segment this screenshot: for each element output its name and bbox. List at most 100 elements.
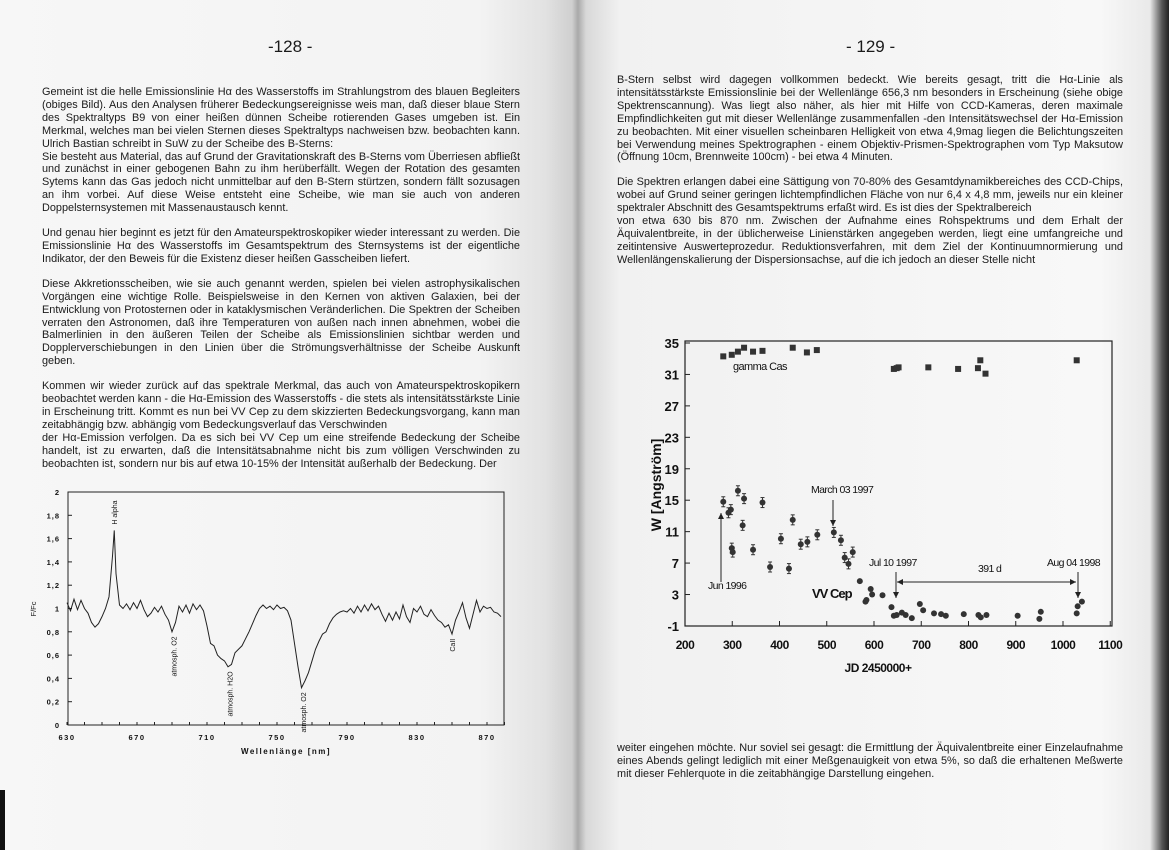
gamma-cas-point [982, 370, 989, 377]
vv-cep-point [1078, 598, 1085, 605]
gamma-cas-point [734, 348, 741, 355]
text-block: Diese Akkretionsscheiben, wie sie auch g… [42, 277, 520, 368]
y-tick-label: 0,4 [47, 674, 60, 683]
x-axis-label: JD 2450000+ [845, 661, 912, 675]
y-tick-label: 27 [665, 399, 679, 414]
right-page-text-bottom: weiter eingehen möchte. Nur soviel sei g… [617, 742, 1123, 793]
vv-cep-point [863, 597, 870, 604]
line-annotation: CaII [450, 639, 457, 652]
y-tick-label: 31 [665, 367, 679, 382]
line-annotation: atmosph. O2 [301, 692, 308, 732]
vv-cep-point [727, 506, 734, 513]
vv-cep-point [893, 611, 900, 618]
vv-cep-point [720, 498, 727, 505]
y-tick-label: -1 [667, 619, 679, 634]
x-axis-label: Wellenlänge [nm] [241, 747, 331, 756]
vv-cep-point [785, 565, 792, 572]
x-tick-label: 1000 [1051, 638, 1077, 652]
vv-cep-point [789, 516, 796, 523]
annotation-jul-1997: Jul 10 1997 [869, 557, 917, 569]
x-tick-label: 630 [58, 733, 75, 742]
vv-cep-point [845, 560, 852, 567]
x-tick-label: 870 [478, 733, 495, 742]
vv-cep-point [888, 604, 895, 611]
y-tick-label: 1,4 [47, 558, 60, 567]
y-tick-label: 19 [665, 462, 679, 477]
x-tick-label: 300 [723, 638, 742, 652]
annotation-jun-1996: Jun 1996 [708, 580, 747, 592]
vv-cep-point [977, 614, 984, 621]
left-page-text: Gemeint ist die helle Emissionslinie Hα … [42, 74, 520, 482]
vv-cep-point [1073, 610, 1080, 617]
vv-cep-point [879, 592, 886, 599]
x-tick-label: 900 [1006, 638, 1025, 652]
y-tick-label: 1 [55, 605, 60, 614]
vv-cep-point [741, 495, 748, 502]
x-tick-label: 830 [408, 733, 425, 742]
line-annotation: atmosph. H2O [228, 671, 235, 717]
text-block: Sie besteht aus Material, das auf Grund … [42, 150, 520, 215]
gamma-cas-point [759, 347, 766, 354]
x-tick-label: 1100 [1098, 638, 1123, 652]
arrow-aug-1998-head [1075, 592, 1081, 598]
paragraph: Diese Akkretionsscheiben, wie sie auch g… [42, 278, 520, 368]
gamma-cas-point [895, 364, 902, 371]
x-tick-label: 200 [676, 638, 695, 652]
text-block: der Hα-Emission verfolgen. Da es sich be… [42, 431, 520, 470]
y-tick-label: 7 [672, 556, 679, 571]
x-tick-label: 670 [128, 733, 145, 742]
gamma-cas-point [1073, 357, 1080, 364]
vv-cep-point [804, 538, 811, 545]
vv-cep-point [729, 549, 736, 556]
line-annotation: H alpha [112, 500, 119, 524]
vv-cep-point [938, 611, 945, 618]
vv-cep-point [942, 612, 949, 619]
paragraph: B-Stern selbst wird dagegen vollkommen b… [617, 74, 1123, 164]
arrow-jun-1996-head [718, 513, 724, 519]
vv-cep-point [734, 487, 741, 494]
arrow-march-1997-head [830, 520, 836, 526]
text-block: Und genau hier beginnt es jetzt für den … [42, 227, 520, 265]
gamma-cas-point [789, 344, 796, 351]
y-tick-label: 0,6 [47, 651, 60, 660]
annotation-interval: 391 d [978, 563, 1002, 575]
gamma-cas-point [741, 344, 748, 351]
text-block: Gemeint ist die helle Emissionslinie Hα … [42, 86, 520, 150]
x-tick-label: 400 [770, 638, 789, 652]
y-tick-label: 2 [55, 488, 60, 497]
vv-cep-point [841, 554, 848, 561]
vv-cep-point [759, 499, 766, 506]
y-axis-label: W [Angström] [648, 439, 664, 532]
vv-cep-point [920, 607, 927, 614]
x-tick-label: 790 [338, 733, 355, 742]
interval-arrow-left [897, 579, 903, 585]
gamma-cas-point [955, 365, 962, 372]
page-number-right: - 129 - [846, 37, 896, 56]
text-block: weiter eingehen möchte. Nur soviel sei g… [617, 742, 1123, 780]
text-block: B-Stern selbst wird dagegen vollkommen b… [617, 74, 1123, 164]
x-tick-label: 800 [959, 638, 978, 652]
vv-cep-point [983, 611, 990, 618]
y-tick-label: 1,8 [47, 511, 60, 520]
gamma-cas-point [925, 364, 932, 371]
x-tick-label: 710 [198, 733, 215, 742]
gamma-cas-point [974, 365, 981, 372]
paragraph: weiter eingehen möchte. Nur soviel sei g… [617, 742, 1123, 781]
vv-cep-point [1037, 608, 1044, 615]
interval-arrow-right [1070, 579, 1076, 585]
y-tick-label: 1,6 [47, 535, 60, 544]
x-tick-label: 600 [865, 638, 884, 652]
vv-cep-point [1036, 615, 1043, 622]
gamma-cas-point [750, 348, 757, 355]
vv-cep-point [1014, 612, 1021, 619]
vv-cep-point [902, 611, 909, 618]
vv-cep-point [849, 549, 856, 556]
y-tick-label: 0,2 [47, 698, 60, 707]
vv-cep-point [739, 522, 746, 529]
equivalent-width-chart: 35 31 27 23 19 15 11 7 3 -1 200 300 400 500 600 700 800 9… [648, 336, 1124, 675]
y-tick-label: 0,8 [47, 628, 60, 637]
vv-cep-point [960, 611, 967, 618]
vv-cep-point [767, 564, 774, 571]
vv-cep-point [750, 546, 757, 553]
